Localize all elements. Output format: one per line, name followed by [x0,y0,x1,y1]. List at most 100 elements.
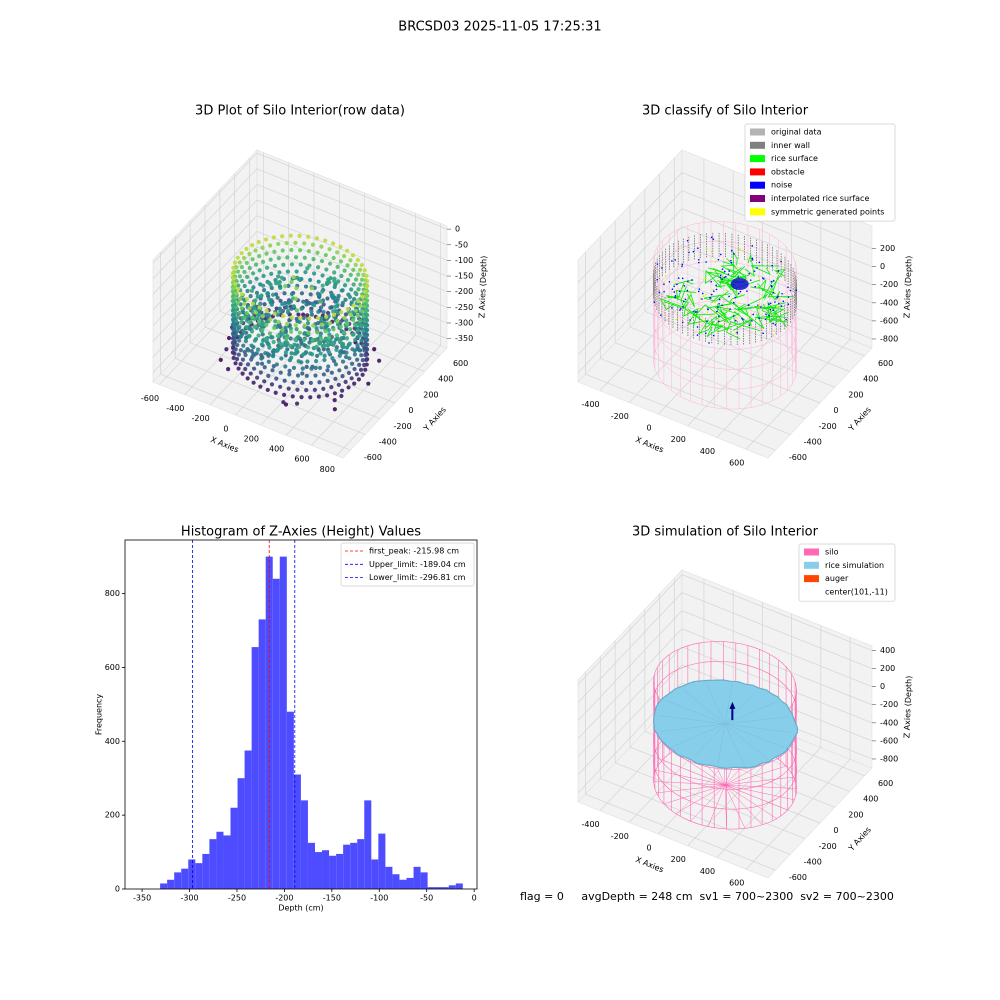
noise [682,300,685,303]
noise [723,276,726,279]
grid-line [152,184,258,295]
point [284,321,290,327]
bar [406,877,414,889]
point [262,379,267,384]
point [278,370,283,375]
point [275,348,280,353]
point [360,294,365,299]
point [286,308,291,313]
grid-line [681,262,873,340]
point [250,271,256,276]
noise [751,257,754,260]
subplot-title: 3D Plot of Silo Interior(row data) [195,104,405,119]
symmetric-point [704,293,707,296]
rice-mesh [717,723,726,765]
symmetric-point [714,261,717,263]
noise [661,267,663,269]
silo-floor-wire [690,784,726,822]
point [311,323,316,328]
silo-floor-wire [675,784,726,814]
point [279,275,284,280]
point [348,327,353,332]
rice-surface [725,321,761,340]
noise [682,306,684,308]
point [358,367,364,372]
grid-line [577,244,683,356]
silo-floor-wire [724,784,788,811]
noise [739,290,742,293]
noise [721,304,723,307]
point [236,366,241,371]
grid-line [152,168,258,280]
z-tick-label: -400 [880,298,898,307]
symmetric-point [706,311,709,314]
point [285,269,291,274]
point [233,333,239,338]
noise [756,267,758,269]
point [316,394,321,399]
noise [747,304,750,306]
point [354,372,359,377]
noise [758,261,761,264]
point [328,305,333,310]
point [325,368,330,373]
x-tick-label: 600 [729,459,744,468]
point [246,348,251,353]
bar [300,800,308,889]
noise [772,291,775,294]
point [267,345,272,350]
point [236,352,241,357]
y-tick-label: -600 [789,453,807,462]
point [332,407,337,412]
point [357,362,362,367]
z-tick-label: -800 [880,754,898,763]
noise [774,301,776,303]
legend-label: interpolated rice surface [771,194,869,203]
point [276,319,281,325]
grid-line [152,231,258,342]
rice-surface [704,290,731,302]
z-axis-label: Z Axies (Depth) [477,256,488,319]
point [294,401,300,406]
point [341,330,347,335]
z-tick-label: -600 [880,736,898,745]
noise [663,290,665,293]
bar [293,774,301,889]
bar [307,842,315,889]
point [237,324,242,329]
legend-label: symmetric generated points [771,207,884,216]
point [315,250,320,255]
point [270,335,275,340]
point [302,241,307,246]
point [293,337,298,342]
point [272,263,278,269]
grid-line [600,358,791,435]
point [304,364,309,369]
bar [314,852,323,889]
point [302,330,308,336]
point [301,312,306,317]
point [308,292,313,297]
legend-label: center(101,-11) [825,587,888,596]
point [263,351,268,356]
point [242,269,247,275]
point [353,323,358,328]
point [361,299,366,304]
point [356,272,361,277]
noise [769,302,772,305]
point [356,287,361,292]
point [259,293,264,298]
rice-surface [720,261,744,279]
noise [719,276,722,279]
point [274,362,279,367]
point [314,326,319,331]
bar [434,887,442,889]
noise [780,305,783,307]
x-tick-label: -600 [141,394,159,403]
point [359,277,365,282]
point [306,249,311,254]
symmetric-point [713,269,716,272]
grid-line [577,226,683,338]
point [231,327,236,333]
noise [673,291,676,293]
